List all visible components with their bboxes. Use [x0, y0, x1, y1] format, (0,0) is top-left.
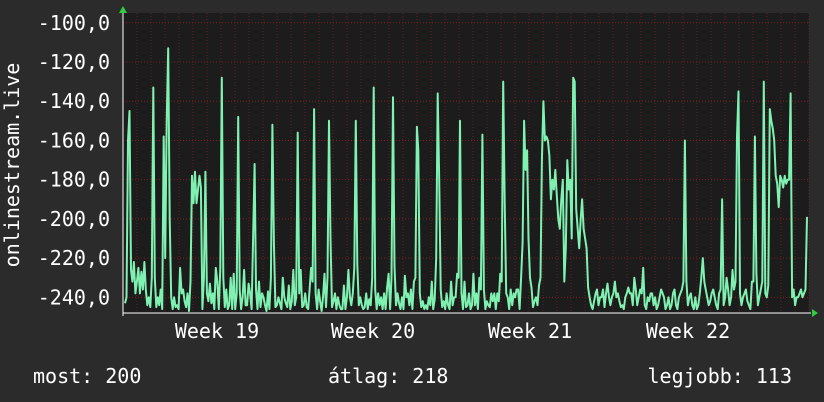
y-tick-label: -220,0	[38, 246, 110, 270]
y-tick-label: -180,0	[38, 168, 110, 192]
y-tick-label: -200,0	[38, 207, 110, 231]
x-tick-label: Week 20	[331, 319, 415, 343]
stat-best: legjobb: 113	[647, 364, 793, 388]
y-tick-labels: -100,0 -120,0 -140,0 -160,0 -180,0 -200,0 -220…	[38, 11, 110, 310]
stat-current: most: 200	[33, 364, 142, 388]
x-tick-label: Week 21	[488, 319, 572, 343]
x-tick-labels: Week 19 Week 20 Week 21 Week 22	[175, 319, 730, 343]
series-line	[124, 47, 808, 312]
y-tick-label: -160,0	[38, 128, 110, 152]
y-tick-label: -140,0	[38, 89, 110, 113]
y-axis-arrow-icon	[119, 6, 127, 13]
y-tick-label: -100,0	[38, 11, 110, 35]
x-tick-label: Week 19	[175, 319, 259, 343]
y-tick-label: -120,0	[38, 50, 110, 74]
y-tick-label: -240,0	[38, 285, 110, 309]
plot-area	[123, 13, 809, 313]
stat-average: átlag: 218	[328, 364, 449, 388]
footer-stats: most: 200 átlag: 218 legjobb: 113	[0, 362, 824, 390]
y-axis-label: onlinestream.live	[0, 63, 24, 268]
x-tick-label: Week 22	[646, 319, 730, 343]
x-axis-arrow-icon	[812, 309, 818, 317]
